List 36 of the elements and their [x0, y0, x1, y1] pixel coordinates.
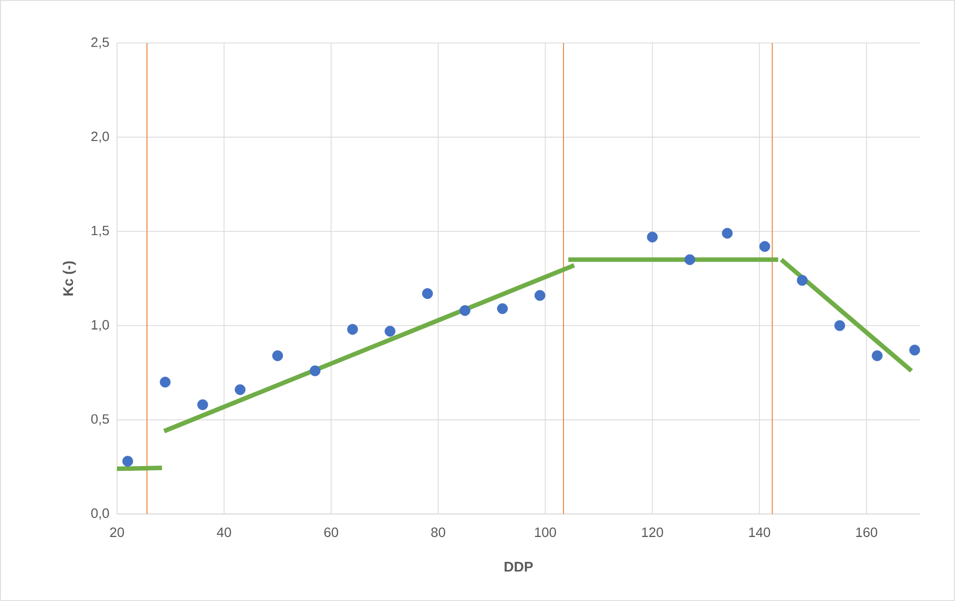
- x-tick-label: 80: [431, 528, 446, 538]
- point: [834, 320, 846, 331]
- point: [310, 365, 320, 376]
- x-tick-label: 60: [324, 528, 338, 538]
- point: [796, 274, 808, 286]
- y-tick-label: 2,0: [91, 132, 109, 143]
- y-axis-title: Kc (-): [62, 261, 76, 296]
- x-tick-label: 160: [856, 528, 878, 538]
- point: [534, 290, 546, 301]
- point: [684, 254, 696, 266]
- point: [460, 305, 470, 316]
- point: [422, 288, 433, 299]
- point: [646, 232, 658, 242]
- y-tick-label: 0,5: [91, 414, 109, 426]
- x-tick-label: 20: [110, 528, 124, 538]
- x-axis-title: DDP: [504, 562, 533, 572]
- point: [497, 303, 508, 314]
- x-tick-label: 140: [749, 528, 770, 538]
- point: [872, 350, 883, 362]
- point: [384, 326, 396, 337]
- y-tick-label: 2,5: [91, 37, 109, 49]
- point: [197, 399, 208, 410]
- x-tick-label: 120: [642, 528, 664, 538]
- point: [722, 228, 733, 239]
- x-tick-label: 100: [535, 528, 556, 538]
- point: [272, 350, 284, 362]
- point: [234, 384, 246, 396]
- point: [160, 376, 171, 388]
- y-tick-label: 0,0: [91, 508, 109, 520]
- point: [122, 456, 134, 467]
- point: [759, 241, 770, 252]
- point: [347, 324, 358, 335]
- x-tick-label: 40: [216, 528, 232, 538]
- y-tick-label: 1,0: [92, 320, 109, 332]
- y-tick-label: 1,5: [92, 226, 109, 237]
- point: [909, 344, 920, 356]
